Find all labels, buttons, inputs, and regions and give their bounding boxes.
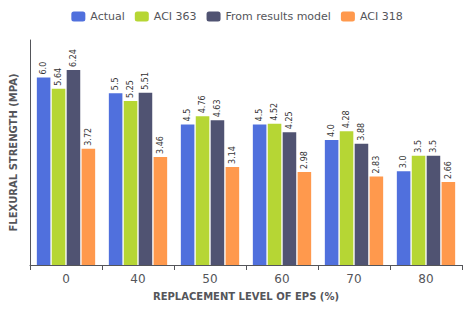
svg-text:4.5: 4.5	[183, 109, 192, 122]
svg-text:40: 40	[130, 272, 145, 286]
svg-text:4.76: 4.76	[198, 95, 207, 113]
svg-text:50: 50	[202, 272, 217, 286]
svg-text:3.0: 3.0	[399, 156, 408, 169]
svg-text:3.5: 3.5	[414, 140, 423, 153]
svg-text:5.64: 5.64	[54, 68, 63, 86]
svg-text:0: 0	[62, 272, 70, 286]
svg-text:5.5: 5.5	[111, 77, 120, 90]
svg-text:Actual: Actual	[90, 10, 124, 23]
svg-text:5.25: 5.25	[126, 80, 135, 98]
svg-text:3.5: 3.5	[429, 140, 438, 153]
svg-text:6.0: 6.0	[39, 62, 48, 75]
svg-text:5.51: 5.51	[141, 72, 150, 90]
svg-text:70: 70	[346, 272, 361, 286]
svg-text:4.52: 4.52	[270, 103, 279, 121]
svg-text:2.83: 2.83	[372, 156, 381, 174]
svg-text:4.0: 4.0	[327, 124, 336, 137]
svg-text:4.28: 4.28	[342, 110, 351, 128]
svg-text:3.14: 3.14	[228, 146, 237, 164]
svg-text:60: 60	[274, 272, 289, 286]
svg-text:4.63: 4.63	[213, 100, 222, 118]
svg-text:2.98: 2.98	[300, 151, 309, 169]
svg-text:80: 80	[418, 272, 433, 286]
svg-text:4.5: 4.5	[255, 109, 264, 122]
svg-text:REPLACEMENT LEVEL OF EPS (%): REPLACEMENT LEVEL OF EPS (%)	[153, 291, 339, 302]
svg-text:2.66: 2.66	[444, 161, 453, 179]
svg-text:4.25: 4.25	[285, 111, 294, 129]
svg-text:ACI 363: ACI 363	[154, 10, 197, 23]
svg-text:6.24: 6.24	[69, 49, 78, 67]
svg-text:3.88: 3.88	[357, 123, 366, 141]
svg-text:ACI 318: ACI 318	[360, 10, 403, 23]
svg-text:3.72: 3.72	[84, 128, 93, 146]
svg-text:FLEXURAL STRENGTH (MPA): FLEXURAL STRENGTH (MPA)	[8, 73, 19, 231]
svg-text:3.46: 3.46	[156, 136, 165, 154]
svg-text:From results model: From results model	[226, 10, 331, 23]
